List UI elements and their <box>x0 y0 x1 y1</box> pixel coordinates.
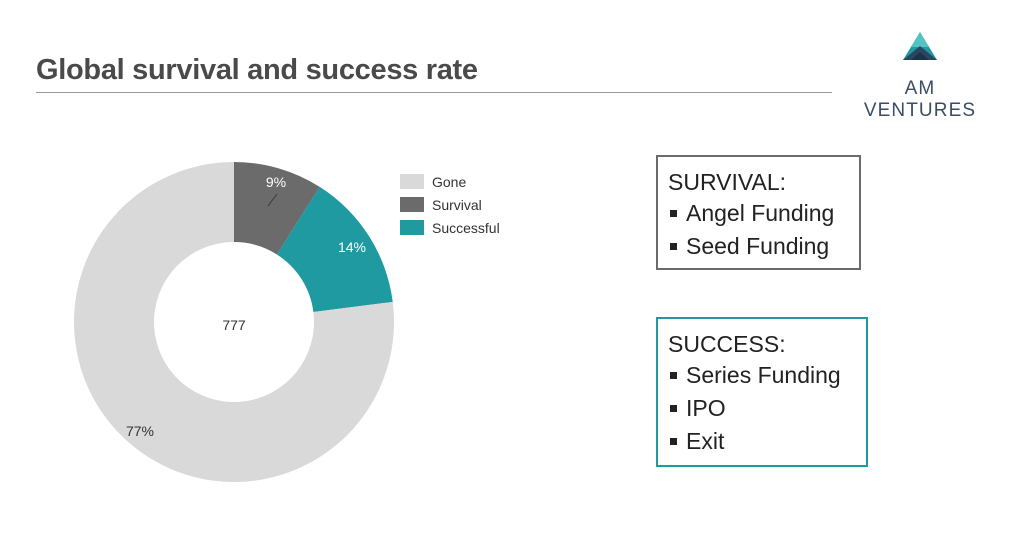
donut-center-label: 777 <box>222 317 246 333</box>
survival-item: Angel Funding <box>670 197 859 230</box>
bullet-icon <box>670 210 677 217</box>
success-item: Exit <box>670 425 866 458</box>
legend-swatch-successful <box>400 220 424 235</box>
survival-heading: SURVIVAL: <box>668 169 787 195</box>
am-ventures-logo: AM VENTURES <box>850 28 990 121</box>
legend-label-gone: Gone <box>432 173 467 190</box>
bullet-icon <box>670 438 677 445</box>
survival-box: SURVIVAL: Angel Funding Seed Funding <box>656 155 861 270</box>
bullet-icon <box>670 243 677 250</box>
success-item: IPO <box>670 392 866 425</box>
success-item-label: Exit <box>686 428 725 454</box>
data-label-gone: 77% <box>126 423 154 439</box>
legend-label-survival: Survival <box>432 196 482 213</box>
success-box: SUCCESS: Series Funding IPO Exit <box>656 317 868 467</box>
survival-item: Seed Funding <box>670 230 859 263</box>
donut-slice-successful <box>276 186 393 312</box>
title-divider <box>36 92 832 93</box>
donut-slice-gone <box>73 162 394 482</box>
data-label-successful: 14% <box>338 239 366 255</box>
success-item-label: Series Funding <box>686 362 841 388</box>
bullet-icon <box>670 372 677 379</box>
mountain-logo-icon <box>903 32 937 60</box>
legend-swatch-gone <box>400 174 424 189</box>
legend-item-successful: Successful <box>400 216 500 239</box>
logo-text: AM VENTURES <box>863 78 977 121</box>
legend-item-gone: Gone <box>400 170 500 193</box>
success-heading: SUCCESS: <box>668 331 786 357</box>
data-label-survival: 9% <box>266 174 286 190</box>
donut-slice-survival <box>234 162 320 255</box>
page-title: Global survival and success rate <box>36 54 478 86</box>
success-item: Series Funding <box>670 359 866 392</box>
survival-item-label: Seed Funding <box>686 233 830 259</box>
chart-legend: Gone Survival Successful <box>400 170 500 239</box>
survival-item-label: Angel Funding <box>686 200 835 226</box>
legend-label-successful: Successful <box>432 219 500 236</box>
bullet-icon <box>670 405 677 412</box>
legend-item-survival: Survival <box>400 193 500 216</box>
label-leader-line <box>267 193 278 207</box>
legend-swatch-survival <box>400 197 424 212</box>
success-item-label: IPO <box>686 395 726 421</box>
